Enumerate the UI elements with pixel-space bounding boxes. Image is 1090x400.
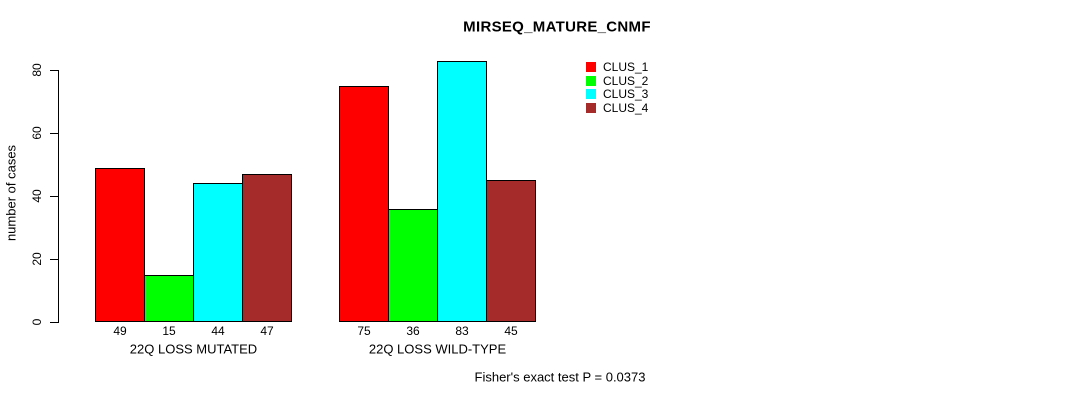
legend-swatch-clus_4 [586,103,596,113]
bar-clus_1-2 [339,86,389,322]
y-tick-mark [50,133,58,134]
y-tick-label: 20 [30,252,44,266]
bar-value-label: 75 [357,324,371,338]
legend-swatch-clus_1 [586,62,596,72]
y-axis-line [58,70,59,323]
bar-value-label: 47 [260,324,274,338]
bar-value-label: 36 [406,324,420,338]
legend-label: CLUS_3 [603,87,649,101]
y-axis-label: number of cases [3,144,19,242]
y-tick-label: 0 [30,318,44,326]
bar-clus_3-2 [437,61,487,322]
bar-value-label: 45 [504,324,518,338]
bar-clus_4-1 [242,174,292,322]
legend-label: CLUS_1 [603,60,649,74]
legend-label: CLUS_2 [603,74,649,88]
legend-swatch-clus_3 [586,89,596,99]
y-tick-mark [50,322,58,323]
y-tick-mark [50,70,58,71]
bar-value-label: 83 [455,324,469,338]
chart-title: MIRSEQ_MATURE_CNMF [463,18,651,36]
bar-clus_1-1 [95,168,145,322]
bar-clus_2-2 [388,209,438,322]
group-label: 22Q LOSS MUTATED [129,341,258,357]
bar-clus_2-1 [144,275,194,322]
bar-clus_3-1 [193,183,243,322]
y-tick-label: 80 [30,63,44,77]
bar-value-label: 15 [162,324,176,338]
legend-label: CLUS_4 [603,101,649,115]
bar-clus_4-2 [486,180,536,322]
y-tick-mark [50,259,58,260]
y-tick-label: 60 [30,126,44,140]
y-tick-mark [50,196,58,197]
legend-swatch-clus_2 [586,76,596,86]
bar-value-label: 44 [211,324,225,338]
fisher-test-annotation: Fisher's exact test P = 0.0373 [474,369,646,385]
bar-value-label: 49 [113,324,127,338]
group-label: 22Q LOSS WILD-TYPE [368,341,507,357]
y-tick-label: 40 [30,189,44,203]
